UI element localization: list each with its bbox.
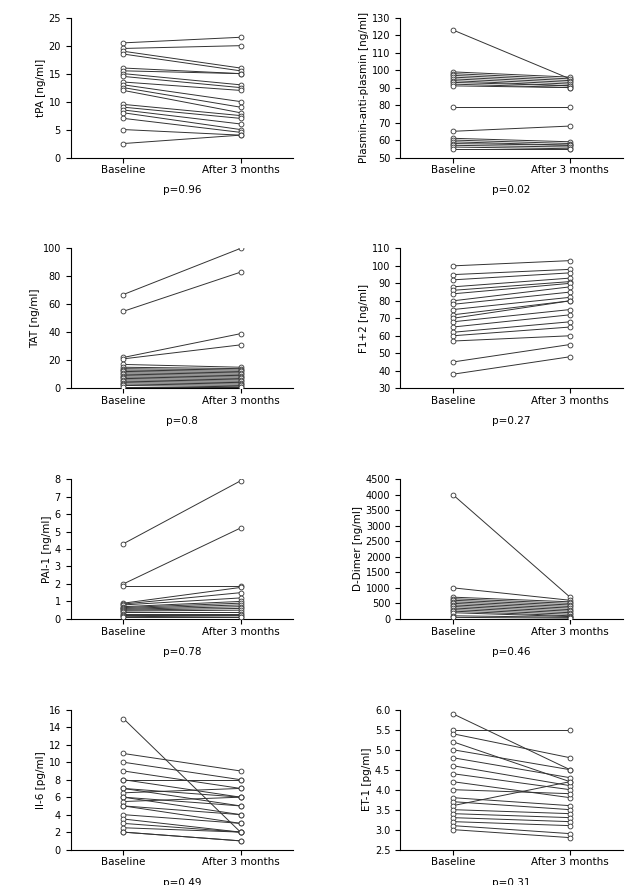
Y-axis label: ET-1 [pg/ml]: ET-1 [pg/ml]	[362, 748, 372, 812]
Y-axis label: PAI-1 [ng/ml]: PAI-1 [ng/ml]	[42, 515, 52, 582]
Text: p=0.78: p=0.78	[162, 647, 201, 657]
Y-axis label: D-Dimer [ng/ml]: D-Dimer [ng/ml]	[353, 506, 363, 591]
Text: p=0.27: p=0.27	[492, 416, 531, 427]
Text: p=0.46: p=0.46	[492, 647, 531, 657]
Y-axis label: Il-6 [pg/ml]: Il-6 [pg/ml]	[36, 750, 46, 809]
Y-axis label: tPA [ng/ml]: tPA [ng/ml]	[35, 58, 46, 117]
Y-axis label: TAT [ng/ml]: TAT [ng/ml]	[30, 289, 40, 348]
Text: p=0.96: p=0.96	[162, 186, 201, 196]
Text: p=0.8: p=0.8	[166, 416, 198, 427]
Text: p=0.31: p=0.31	[492, 878, 531, 885]
Y-axis label: Plasmin-anti-plasmin [ng/ml]: Plasmin-anti-plasmin [ng/ml]	[359, 12, 369, 163]
Text: p=0.02: p=0.02	[492, 186, 530, 196]
Y-axis label: F1+2 [ng/ml]: F1+2 [ng/ml]	[360, 284, 369, 353]
Text: p=0.49: p=0.49	[162, 878, 201, 885]
